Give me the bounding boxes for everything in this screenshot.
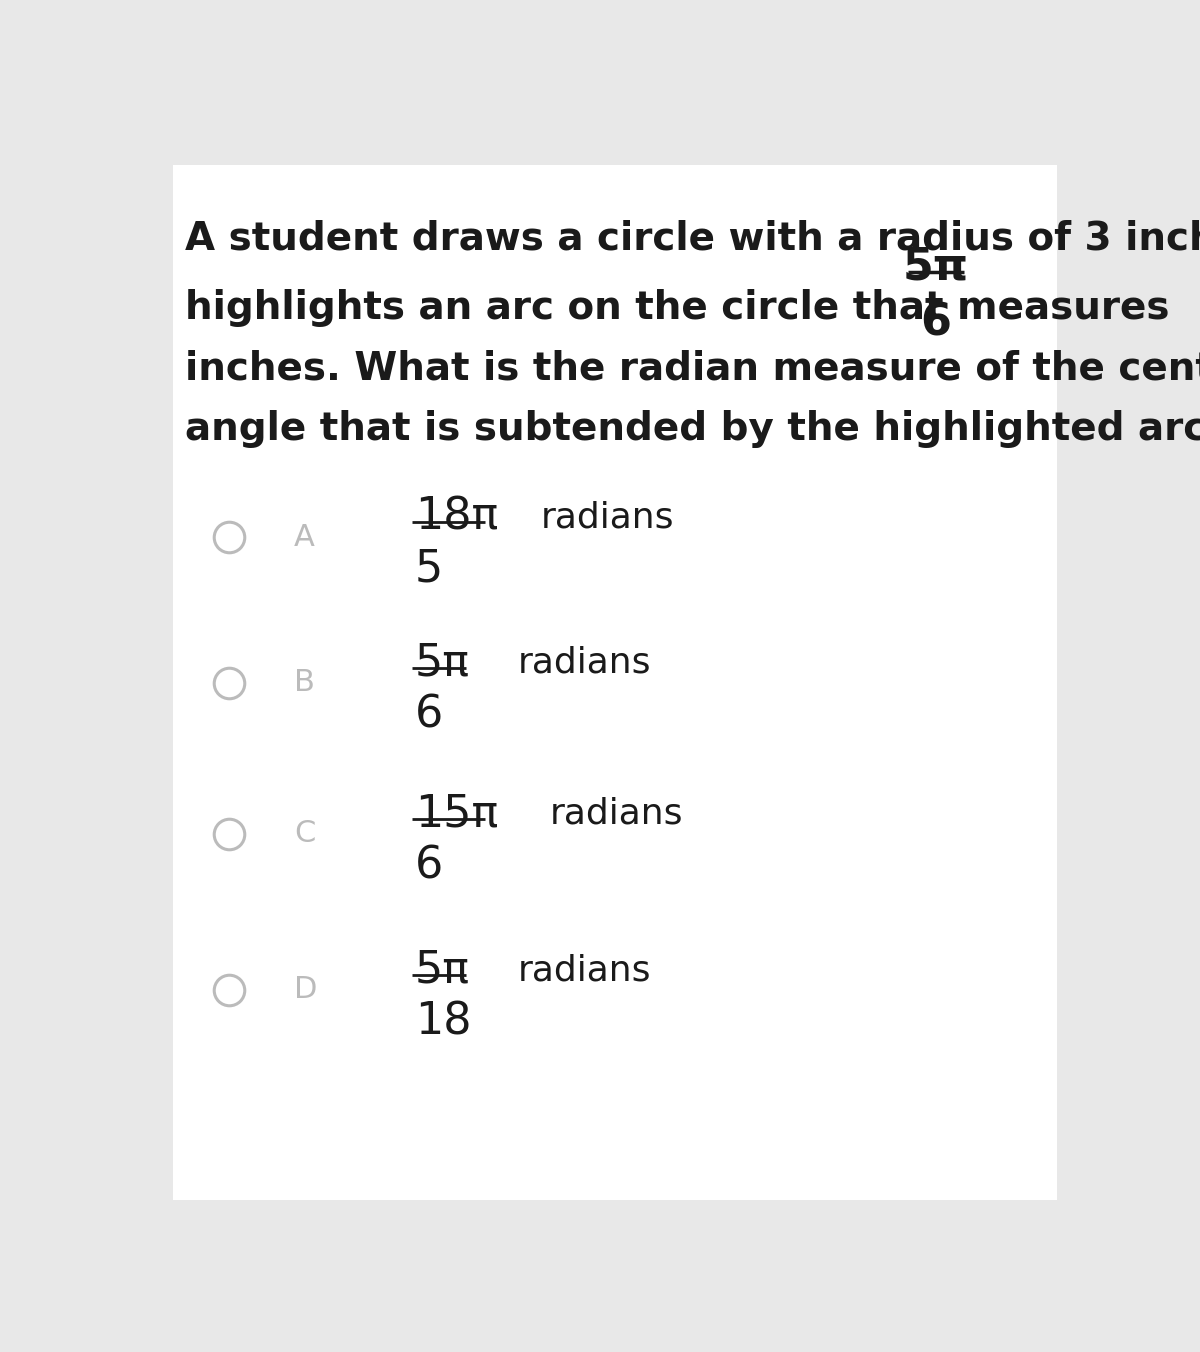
Text: 5π: 5π bbox=[415, 948, 470, 991]
Text: radians: radians bbox=[517, 953, 650, 987]
Text: A student draws a circle with a radius of 3 inches and: A student draws a circle with a radius o… bbox=[185, 219, 1200, 257]
Text: highlights an arc on the circle that measures: highlights an arc on the circle that mea… bbox=[185, 289, 1170, 327]
Text: radians: radians bbox=[517, 646, 650, 680]
Text: 18π: 18π bbox=[415, 495, 498, 538]
Text: D: D bbox=[294, 975, 318, 1005]
Text: 15π: 15π bbox=[415, 792, 498, 836]
Text: A: A bbox=[294, 522, 316, 552]
Text: angle that is subtended by the highlighted arc?: angle that is subtended by the highlight… bbox=[185, 410, 1200, 448]
Text: inches. What is the radian measure of the central: inches. What is the radian measure of th… bbox=[185, 350, 1200, 388]
FancyBboxPatch shape bbox=[173, 165, 1057, 1201]
Text: 5π: 5π bbox=[415, 641, 470, 684]
Text: C: C bbox=[294, 819, 316, 848]
Text: B: B bbox=[294, 668, 316, 698]
Text: 6: 6 bbox=[415, 694, 443, 737]
Text: radians: radians bbox=[550, 796, 684, 831]
Text: 6: 6 bbox=[415, 844, 443, 887]
Text: 5: 5 bbox=[415, 548, 443, 591]
Text: 5π: 5π bbox=[902, 246, 968, 288]
Text: radians: radians bbox=[540, 500, 674, 534]
Text: 6: 6 bbox=[920, 301, 952, 345]
Text: 18: 18 bbox=[415, 1000, 472, 1044]
